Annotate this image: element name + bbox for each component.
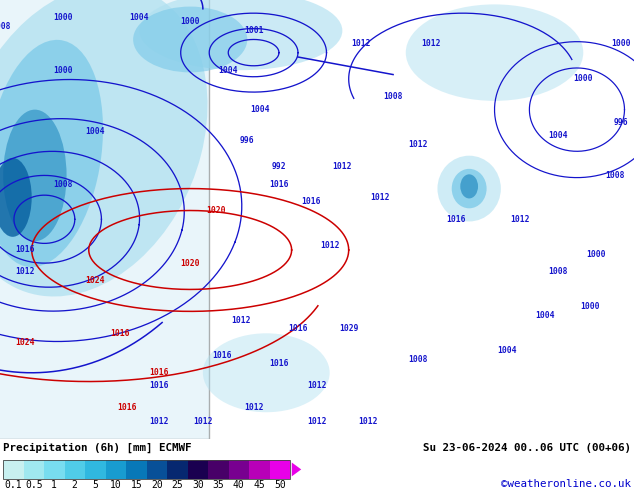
Text: Precipitation (6h) [mm] ECMWF: Precipitation (6h) [mm] ECMWF <box>3 442 191 453</box>
Bar <box>3 460 23 479</box>
Text: 1016: 1016 <box>269 180 288 189</box>
Bar <box>188 460 208 479</box>
Text: 35: 35 <box>212 480 224 490</box>
Text: Su 23-06-2024 00..06 UTC (00+06): Su 23-06-2024 00..06 UTC (00+06) <box>423 442 631 453</box>
Text: 1000: 1000 <box>574 74 593 83</box>
Text: 1016: 1016 <box>288 324 307 333</box>
Text: 45: 45 <box>254 480 265 490</box>
Ellipse shape <box>203 333 330 412</box>
FancyBboxPatch shape <box>0 0 209 439</box>
Text: 1012: 1012 <box>358 416 377 425</box>
Text: 1008: 1008 <box>384 92 403 101</box>
Text: 1008: 1008 <box>409 355 428 364</box>
Text: 996: 996 <box>240 136 255 145</box>
Text: 1012: 1012 <box>371 193 390 202</box>
Text: 996: 996 <box>614 118 629 127</box>
Text: 40: 40 <box>233 480 245 490</box>
Text: 10: 10 <box>110 480 122 490</box>
Text: 1004: 1004 <box>86 127 105 136</box>
Text: 1016: 1016 <box>269 360 288 368</box>
Text: 1012: 1012 <box>16 268 35 276</box>
Text: 1000: 1000 <box>54 13 73 22</box>
Text: 1004: 1004 <box>130 13 149 22</box>
Text: 1012: 1012 <box>409 140 428 149</box>
Bar <box>228 460 249 479</box>
Text: 1001: 1001 <box>244 26 263 35</box>
Text: 1012: 1012 <box>193 416 212 425</box>
Bar <box>269 460 290 479</box>
Text: 1008: 1008 <box>605 171 624 180</box>
Text: 1004: 1004 <box>548 131 567 141</box>
Text: 0.5: 0.5 <box>25 480 42 490</box>
Text: 1012: 1012 <box>510 215 529 224</box>
Bar <box>23 460 44 479</box>
Text: 0.1: 0.1 <box>4 480 22 490</box>
Ellipse shape <box>133 6 247 73</box>
Text: 1004: 1004 <box>219 66 238 74</box>
Text: 1004: 1004 <box>498 346 517 355</box>
Text: 5: 5 <box>93 480 98 490</box>
Text: 1012: 1012 <box>149 416 168 425</box>
Text: 1012: 1012 <box>231 316 250 325</box>
Bar <box>105 460 126 479</box>
Text: 1008: 1008 <box>548 268 567 276</box>
Bar <box>208 460 228 479</box>
Text: 1016: 1016 <box>447 215 466 224</box>
Text: 1000: 1000 <box>181 18 200 26</box>
Text: 1000: 1000 <box>586 250 605 259</box>
Text: 1016: 1016 <box>117 403 136 413</box>
Ellipse shape <box>451 169 487 208</box>
Text: 1012: 1012 <box>307 381 327 391</box>
Ellipse shape <box>437 156 501 221</box>
Text: 1016: 1016 <box>301 197 320 206</box>
Text: ©weatheronline.co.uk: ©weatheronline.co.uk <box>501 479 631 489</box>
Text: 1029: 1029 <box>339 324 358 333</box>
Text: 1012: 1012 <box>320 241 339 250</box>
Text: 1000: 1000 <box>580 302 599 312</box>
Ellipse shape <box>0 158 32 237</box>
Ellipse shape <box>139 0 342 70</box>
Text: 1024: 1024 <box>16 338 35 346</box>
Text: 1000: 1000 <box>612 39 631 49</box>
Text: 25: 25 <box>171 480 183 490</box>
Text: 1004: 1004 <box>536 311 555 320</box>
Bar <box>146 460 167 479</box>
Bar <box>3 460 290 479</box>
Text: 20: 20 <box>151 480 163 490</box>
Ellipse shape <box>0 0 207 296</box>
Text: 2: 2 <box>72 480 78 490</box>
Text: 1020: 1020 <box>181 259 200 268</box>
Bar <box>249 460 269 479</box>
Text: 1016: 1016 <box>149 368 168 377</box>
Text: 15: 15 <box>131 480 142 490</box>
Text: 50: 50 <box>274 480 286 490</box>
Text: 1004: 1004 <box>250 105 269 114</box>
Text: 1016: 1016 <box>111 329 130 338</box>
Bar <box>44 460 65 479</box>
Ellipse shape <box>460 174 478 198</box>
Text: 1012: 1012 <box>352 39 371 49</box>
Text: 992: 992 <box>271 162 287 171</box>
Bar <box>85 460 105 479</box>
Text: 1016: 1016 <box>149 381 168 391</box>
Text: 1016: 1016 <box>212 351 231 360</box>
Text: 1016: 1016 <box>16 245 35 254</box>
Text: 1008: 1008 <box>54 180 73 189</box>
Text: 1008: 1008 <box>0 22 11 31</box>
Text: 1024: 1024 <box>86 276 105 285</box>
Bar <box>65 460 85 479</box>
Text: 1012: 1012 <box>333 162 352 171</box>
Ellipse shape <box>0 40 103 267</box>
Text: 1012: 1012 <box>307 416 327 425</box>
Text: 1012: 1012 <box>244 403 263 413</box>
Bar <box>126 460 146 479</box>
Text: 1020: 1020 <box>206 206 225 215</box>
Text: 1000: 1000 <box>54 66 73 74</box>
Ellipse shape <box>3 110 67 241</box>
Text: 30: 30 <box>192 480 204 490</box>
Text: 1: 1 <box>51 480 57 490</box>
Text: 1012: 1012 <box>422 39 441 49</box>
Ellipse shape <box>406 4 583 101</box>
Bar <box>167 460 188 479</box>
